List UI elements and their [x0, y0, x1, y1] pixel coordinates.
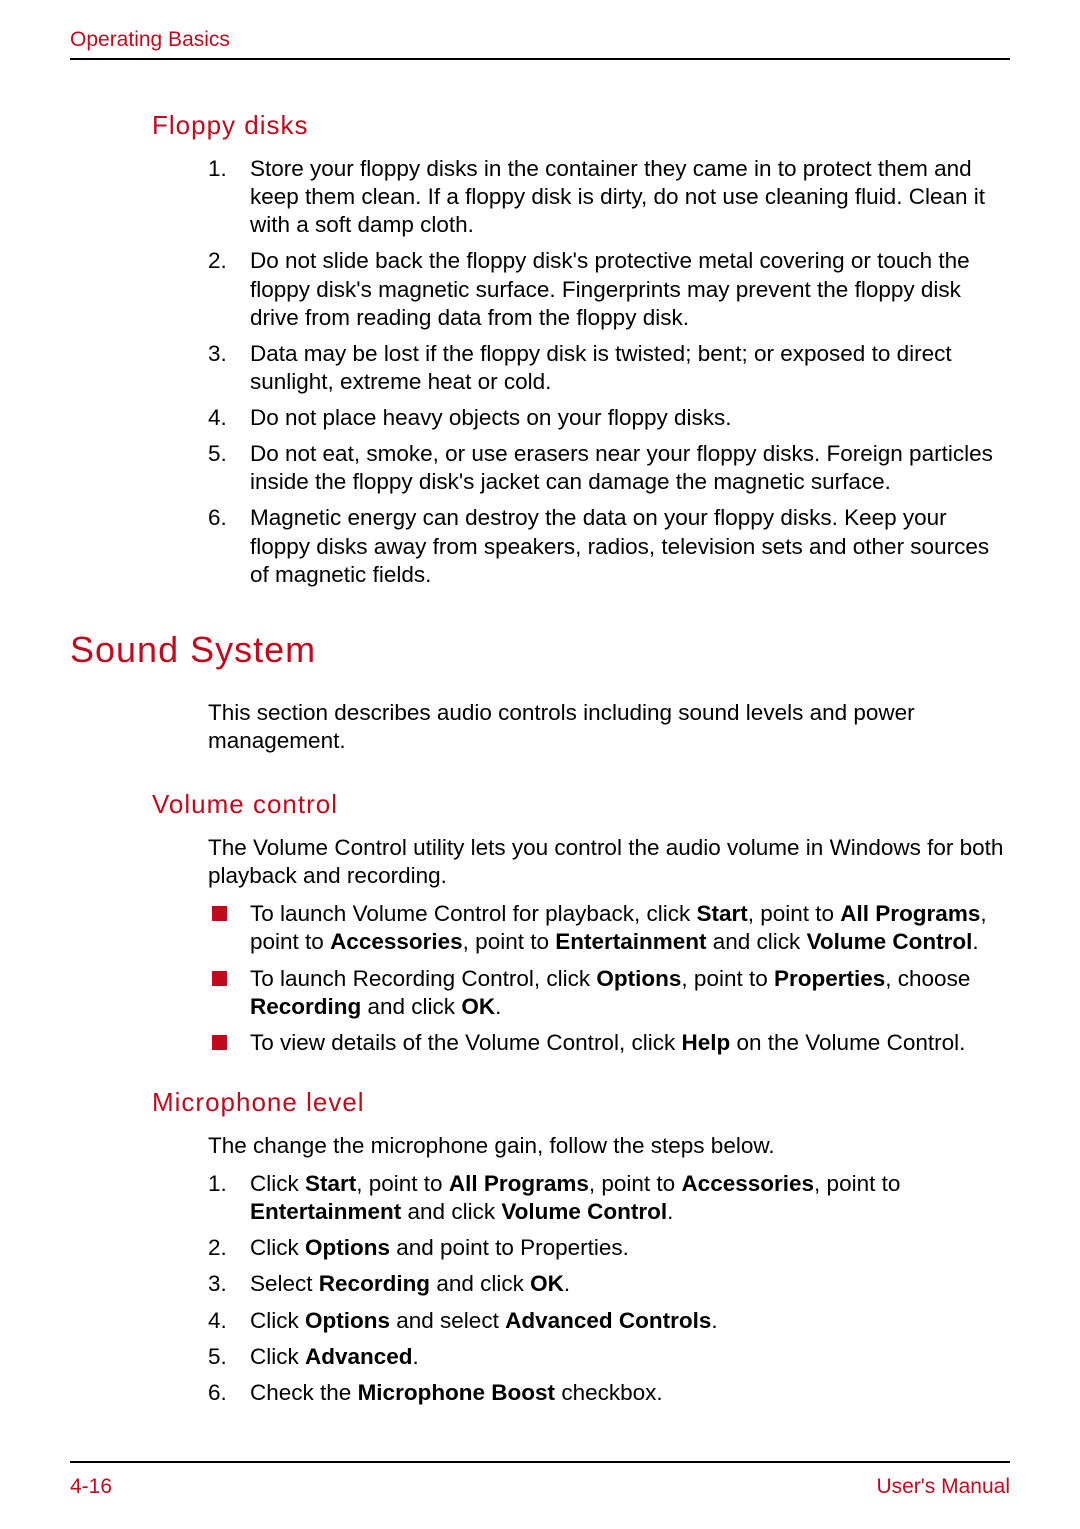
list-item: 5.Click Advanced.	[208, 1343, 1010, 1371]
heading-floppy-disks: Floppy disks	[152, 110, 1010, 141]
list-item: 1.Click Start, point to All Programs, po…	[208, 1170, 1010, 1226]
list-item: To launch Recording Control, click Optio…	[208, 965, 1010, 1021]
footer-rule	[70, 1461, 1010, 1463]
volume-control-intro: The Volume Control utility lets you cont…	[208, 834, 1010, 890]
footer: 4-16 User's Manual	[70, 1461, 1010, 1499]
list-item: 1.Store your floppy disks in the contain…	[208, 155, 1010, 239]
list-item: 3.Select Recording and click OK.	[208, 1270, 1010, 1298]
sound-system-intro: This section describes audio controls in…	[208, 699, 1010, 755]
list-item: To view details of the Volume Control, c…	[208, 1029, 1010, 1057]
heading-sound-system: Sound System	[70, 629, 1010, 671]
content-area: Floppy disks 1.Store your floppy disks i…	[70, 60, 1010, 1407]
list-item: 6.Check the Microphone Boost checkbox.	[208, 1379, 1010, 1407]
list-item: 4.Do not place heavy objects on your flo…	[208, 404, 1010, 432]
page: Operating Basics Floppy disks 1.Store yo…	[0, 0, 1080, 1529]
list-item: 4.Click Options and select Advanced Cont…	[208, 1307, 1010, 1335]
manual-label: User's Manual	[876, 1475, 1010, 1499]
list-item-text: Do not place heavy objects on your flopp…	[250, 405, 732, 430]
heading-microphone-level: Microphone level	[152, 1087, 1010, 1118]
list-item: 2.Click Options and point to Properties.	[208, 1234, 1010, 1262]
list-item: 5.Do not eat, smoke, or use erasers near…	[208, 440, 1010, 496]
list-item: 2.Do not slide back the floppy disk's pr…	[208, 247, 1010, 331]
list-item-text: Do not eat, smoke, or use erasers near y…	[250, 441, 993, 494]
list-item-text: Data may be lost if the floppy disk is t…	[250, 341, 952, 394]
running-header: Operating Basics	[70, 28, 1010, 58]
list-item: 6.Magnetic energy can destroy the data o…	[208, 504, 1010, 588]
page-number: 4-16	[70, 1475, 112, 1499]
mic-level-intro: The change the microphone gain, follow t…	[208, 1132, 1010, 1160]
mic-level-steps: 1.Click Start, point to All Programs, po…	[208, 1170, 1010, 1407]
list-item: To launch Volume Control for playback, c…	[208, 900, 1010, 956]
volume-control-bullets: To launch Volume Control for playback, c…	[208, 900, 1010, 1057]
floppy-list: 1.Store your floppy disks in the contain…	[208, 155, 1010, 589]
heading-volume-control: Volume control	[152, 789, 1010, 820]
list-item-text: Do not slide back the floppy disk's prot…	[250, 248, 970, 329]
list-item-text: Store your floppy disks in the container…	[250, 156, 985, 237]
list-item: 3.Data may be lost if the floppy disk is…	[208, 340, 1010, 396]
list-item-text: Magnetic energy can destroy the data on …	[250, 505, 989, 586]
